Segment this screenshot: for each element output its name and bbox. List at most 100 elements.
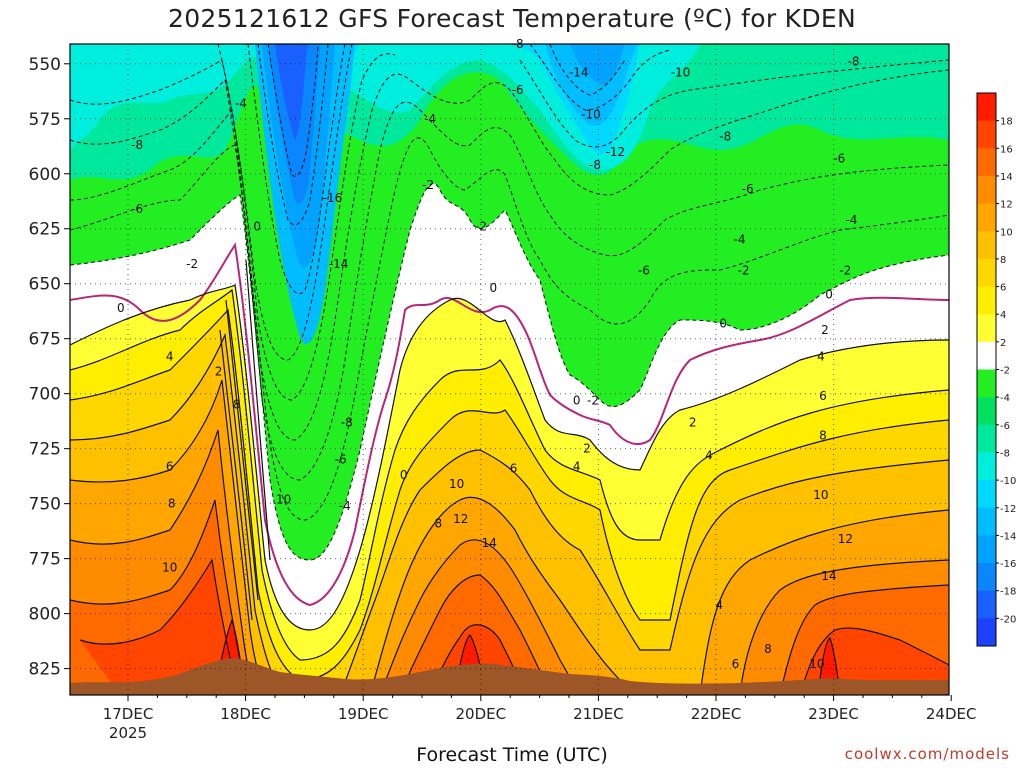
contour-label: -6 — [512, 83, 524, 97]
colorbar-swatch — [977, 120, 996, 149]
colorbar-label: -6 — [1000, 421, 1010, 432]
colorbar-label: -20 — [1000, 614, 1016, 625]
isotherm-plus-14 — [70, 499, 949, 695]
contour-label: 10 — [162, 560, 177, 574]
colorbar-swatch — [977, 175, 996, 205]
contour-label: 8 — [819, 428, 827, 442]
contour-label: 10 — [449, 477, 464, 491]
colorbar-swatch — [977, 369, 996, 398]
x-tick-label: 21DEC — [573, 705, 624, 723]
colorbar-label: -16 — [1000, 559, 1016, 570]
y-tick-label: 550 — [29, 55, 61, 75]
colorbar-label: 2 — [1000, 338, 1006, 349]
isotherm-steep-front — [219, 259, 271, 621]
contour-label: -8 — [589, 158, 601, 172]
isotherm-plus-8 — [70, 332, 949, 695]
x-axis: 17DEC 18DEC 19DEC 20DEC 21DEC 22DEC 23DEC 24DEC — [103, 695, 977, 723]
colorbar-label: -18 — [1000, 587, 1016, 598]
contour-label: -10 — [581, 107, 601, 121]
contour-label: 10 — [809, 657, 824, 671]
contour-label: -2 — [839, 264, 851, 278]
colorbar-label: 6 — [1000, 283, 1006, 294]
contour-label: 6 — [510, 461, 518, 475]
colorbar-swatch — [977, 148, 996, 177]
contour-label: -8 — [512, 37, 524, 51]
contour-label: 14 — [482, 536, 497, 550]
contour-label: 6 — [166, 459, 174, 473]
colorbar-label: 14 — [1000, 172, 1013, 183]
y-tick-label: 600 — [29, 165, 61, 185]
isotherms-cold — [70, 44, 949, 561]
contour-label: -4 — [339, 499, 351, 513]
contour-label: -2 — [587, 393, 599, 407]
colorbar-label: -12 — [1000, 504, 1016, 515]
contour-label: 0 — [825, 288, 833, 302]
contour-label: -2 — [186, 257, 198, 271]
contour-label: 12 — [453, 512, 468, 526]
colorbar-swatch — [977, 618, 996, 647]
contour-label: -2 — [738, 264, 750, 278]
contour-label: -8 — [131, 138, 143, 152]
contour-label: 2 — [821, 323, 829, 337]
colorbar-label: 4 — [1000, 310, 1006, 321]
isotherm-plus-6 — [70, 308, 949, 681]
y-axis: 550 575 600 625 650 675 700 725 750 775 800 825 — [29, 55, 70, 680]
temp-band-plus-10 — [70, 380, 949, 695]
temp-band-minus-10 — [70, 44, 700, 170]
temperature-field — [70, 44, 949, 695]
contour-label: -6 — [833, 151, 845, 165]
y-tick-label: 700 — [29, 385, 61, 405]
contour-label: -6 — [742, 182, 754, 196]
x-axis-year: 2025 — [109, 724, 147, 742]
contour-label: -4 — [235, 96, 247, 110]
x-axis-title: Forecast Time (UTC) — [416, 744, 608, 766]
isotherm-plus-2 — [70, 284, 949, 631]
colorbar-label: 18 — [1000, 117, 1013, 128]
terrain — [70, 658, 949, 695]
x-tick-label: 23DEC — [808, 705, 859, 723]
colorbar-label: 8 — [1000, 255, 1006, 266]
contour-label: -2 — [475, 220, 487, 234]
contour-label: 6 — [819, 389, 827, 403]
colorbar-swatch — [977, 452, 996, 481]
contour-label: 8 — [168, 497, 176, 511]
contour-label: -6 — [131, 202, 143, 216]
contour-label: 10 — [813, 488, 828, 502]
x-tick-label: 17DEC — [103, 705, 154, 723]
contour-label: -14 — [569, 66, 589, 80]
colorbar-label: 16 — [1000, 144, 1013, 155]
chart-title: 2025121612 GFS Forecast Temperature (ºC)… — [167, 4, 857, 33]
colorbar-label: -10 — [1000, 476, 1016, 487]
temp-band-minus-20 — [275, 44, 308, 140]
contour-label: 4 — [817, 349, 825, 363]
isotherm-minus-2 — [70, 183, 949, 561]
contour-label: -8 — [341, 415, 353, 429]
contour-label: 8 — [764, 642, 772, 656]
y-tick-label: 675 — [29, 330, 61, 350]
contour-label: -4 — [424, 112, 436, 126]
y-tick-label: 575 — [29, 110, 61, 130]
contour-label: 0 — [719, 316, 727, 330]
grid-lines — [70, 44, 949, 695]
x-tick-label: 24DEC — [926, 705, 977, 723]
isotherm-minus-8 — [70, 69, 949, 441]
contour-label: -6 — [638, 264, 650, 278]
isotherm-plus-10 — [70, 379, 949, 695]
contour-labels: 042-8-6-268100-4810-16-14-8-6-40-4-28-21… — [117, 37, 859, 671]
contour-label: 2 — [583, 442, 591, 456]
contour-label: 2 — [215, 365, 223, 379]
y-tick-label: 800 — [29, 605, 61, 625]
contour-label: -8 — [847, 55, 859, 69]
contour-label: -4 — [845, 213, 857, 227]
contour-label: 12 — [838, 532, 853, 546]
colorbar-swatch — [977, 507, 996, 536]
y-tick-label: 825 — [29, 660, 61, 680]
y-tick-label: 775 — [29, 550, 61, 570]
isotherm-minus-14 — [247, 44, 626, 295]
source-credit[interactable]: coolwx.com/models — [844, 745, 1010, 763]
colorbar-swatch — [977, 286, 996, 315]
colorbar-swatch — [977, 563, 996, 592]
isotherm-plus-4 — [70, 288, 949, 661]
colorbar-swatch — [977, 480, 996, 509]
isotherm-minus-12 — [217, 44, 671, 361]
